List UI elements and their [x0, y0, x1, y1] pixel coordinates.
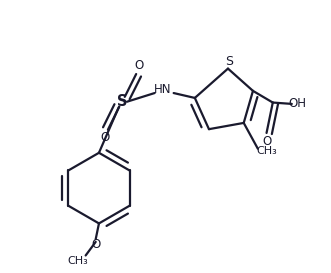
Text: O: O	[101, 131, 110, 144]
Text: O: O	[91, 238, 100, 251]
Text: HN: HN	[154, 83, 171, 96]
Text: OH: OH	[289, 97, 307, 110]
Text: S: S	[226, 55, 234, 68]
Text: S: S	[117, 94, 127, 109]
Text: O: O	[134, 60, 144, 72]
Text: CH₃: CH₃	[68, 256, 88, 266]
Text: O: O	[262, 135, 271, 148]
Text: CH₃: CH₃	[256, 146, 277, 156]
